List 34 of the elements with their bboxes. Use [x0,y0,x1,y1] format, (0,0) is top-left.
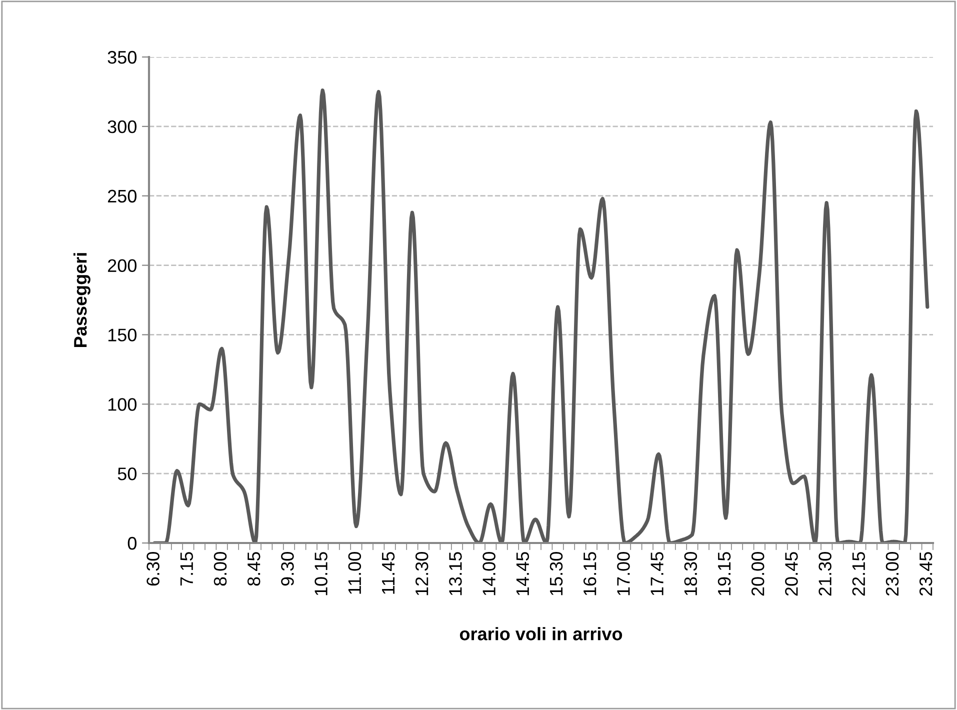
x-tick-label: 8.45 [247,552,260,586]
x-tick-label: 11.00 [348,552,362,594]
y-tick-label: 50 [118,468,136,480]
x-tick-label: 8.00 [214,552,227,586]
x-axis-title: orario voli in arrivo [460,627,622,640]
y-tick-label: 250 [108,190,136,203]
y-tick-label: 0 [128,536,136,550]
y-tick-label: 100 [108,398,136,411]
y-tick-label: 300 [108,120,136,134]
x-tick-label: 13.15 [449,552,462,596]
y-tick-label: 150 [108,328,136,342]
x-tick-label: 14.45 [516,552,530,596]
x-tick-label: 17.45 [650,552,664,596]
y-axis-title: Passeggeri [73,253,90,347]
y-tick-label: 200 [108,259,136,272]
x-tick-label: 14.00 [482,552,496,596]
x-tick-label: 9.30 [281,552,294,586]
x-tick-label: 6.30 [146,552,160,586]
x-tick-label: 15.30 [550,552,563,596]
x-tick-label: 21.30 [818,552,832,596]
x-tick-label: 17.00 [617,552,630,596]
x-tick-label: 23.45 [919,552,932,596]
x-tick-label: 18.30 [684,552,698,596]
x-tick-label: 22.15 [852,552,866,596]
x-tick-label: 20.00 [751,552,764,596]
x-tick-label: 23.00 [886,552,899,596]
x-tick-label: 12.30 [415,552,428,596]
y-tick-label: 350 [108,50,136,64]
x-tick-label: 19.15 [718,552,731,596]
x-tick-label: 11.45 [382,552,395,594]
x-tick-label: 16.15 [583,552,596,596]
x-tick-label: 10.15 [314,552,328,596]
x-tick-label: 20.45 [785,552,798,596]
x-tick-label: 7.15 [180,552,194,586]
